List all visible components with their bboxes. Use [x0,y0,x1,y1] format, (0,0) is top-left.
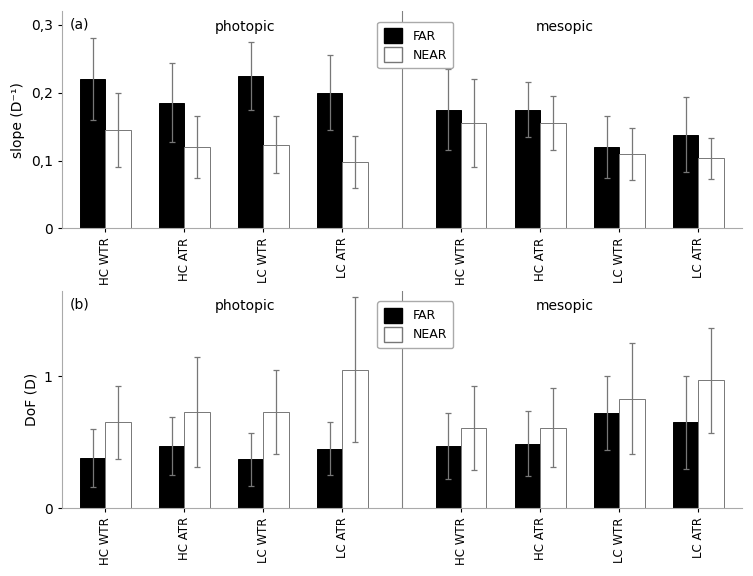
Bar [698,158,724,229]
Bar [673,422,698,508]
Bar [698,380,724,508]
Bar [461,428,486,508]
Text: photopic: photopic [215,20,276,34]
Bar [540,123,566,229]
Bar [238,75,264,229]
Text: photopic: photopic [215,300,276,313]
Legend: FAR, NEAR: FAR, NEAR [377,301,453,348]
Bar [105,422,130,508]
Text: mesopic: mesopic [536,300,594,313]
Bar [317,449,343,508]
Bar [515,444,540,508]
Bar [343,370,367,508]
Bar [105,130,130,229]
Bar [436,109,461,229]
Bar [619,399,645,508]
Bar [436,446,461,508]
Bar [159,446,184,508]
Bar [619,154,645,229]
Text: mesopic: mesopic [536,20,594,34]
Bar [184,147,209,229]
Bar [594,413,619,508]
Bar [540,428,566,508]
Bar [184,412,209,508]
Bar [264,412,288,508]
Y-axis label: DoF (D): DoF (D) [24,373,38,426]
Bar [317,93,343,229]
Bar [673,135,698,229]
Bar [343,162,367,229]
Text: (a): (a) [70,18,90,32]
Bar [159,103,184,229]
Y-axis label: slope (D⁻¹): slope (D⁻¹) [11,82,25,158]
Bar [80,79,105,229]
Bar [264,145,288,229]
Bar [594,147,619,229]
Bar [515,109,540,229]
Text: (b): (b) [70,297,90,311]
Legend: FAR, NEAR: FAR, NEAR [377,22,453,69]
Bar [80,458,105,508]
Bar [238,460,264,508]
Bar [461,123,486,229]
